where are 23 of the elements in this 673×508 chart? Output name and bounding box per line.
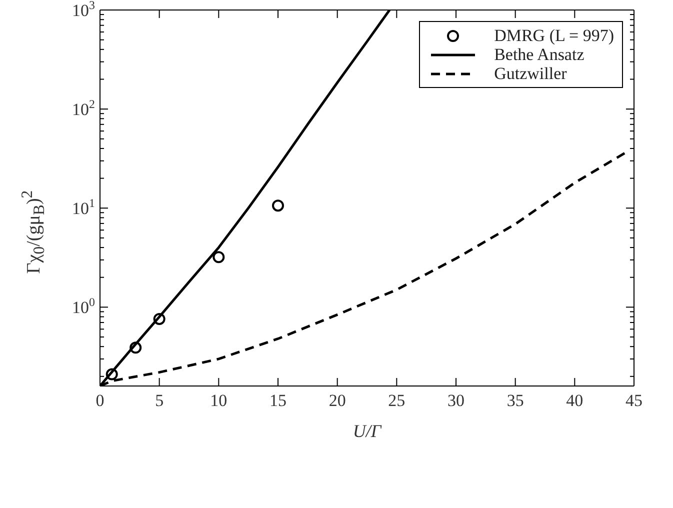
x-tick-label: 15: [270, 391, 286, 410]
legend-label: Gutzwiller: [494, 64, 567, 83]
legend-label: Bethe Ansatz: [494, 45, 584, 64]
point: [212, 251, 225, 264]
y-tick-label: 10$^{3}$: [72, 0, 96, 20]
x-tick-label: 0: [96, 391, 104, 410]
point: [272, 200, 284, 212]
x-tick-label: 35: [506, 391, 524, 410]
x-tick-label: 25: [388, 391, 406, 410]
y-tick-label: 10$^{2}$: [72, 97, 96, 120]
point: [130, 342, 142, 354]
point: [106, 368, 118, 380]
x-axis-title: U/Γ: [352, 421, 382, 441]
x-tick-label: 5: [155, 391, 164, 410]
y-tick-label: 10$^{1}$: [72, 196, 96, 218]
x-tick-label: 10: [210, 391, 228, 410]
legend-label: DMRG (L = 997): [494, 26, 614, 45]
point: [153, 312, 166, 325]
y-tick-label: 10$^{0}$: [72, 295, 96, 318]
x-tick-label: 45: [626, 391, 642, 410]
x-tick-label: 20: [328, 391, 346, 410]
x-tick-label: 30: [448, 391, 464, 410]
x-tick-label: 40: [566, 391, 584, 410]
